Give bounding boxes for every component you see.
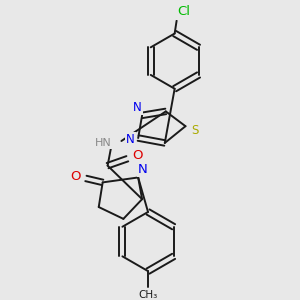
Text: N: N (138, 163, 148, 176)
Text: CH₃: CH₃ (138, 290, 158, 300)
Text: HN: HN (95, 138, 112, 148)
Text: S: S (192, 124, 199, 136)
Text: N: N (126, 134, 135, 146)
Text: O: O (70, 170, 80, 183)
Text: N: N (133, 101, 142, 114)
Text: O: O (132, 149, 142, 162)
Text: Cl: Cl (177, 5, 190, 18)
